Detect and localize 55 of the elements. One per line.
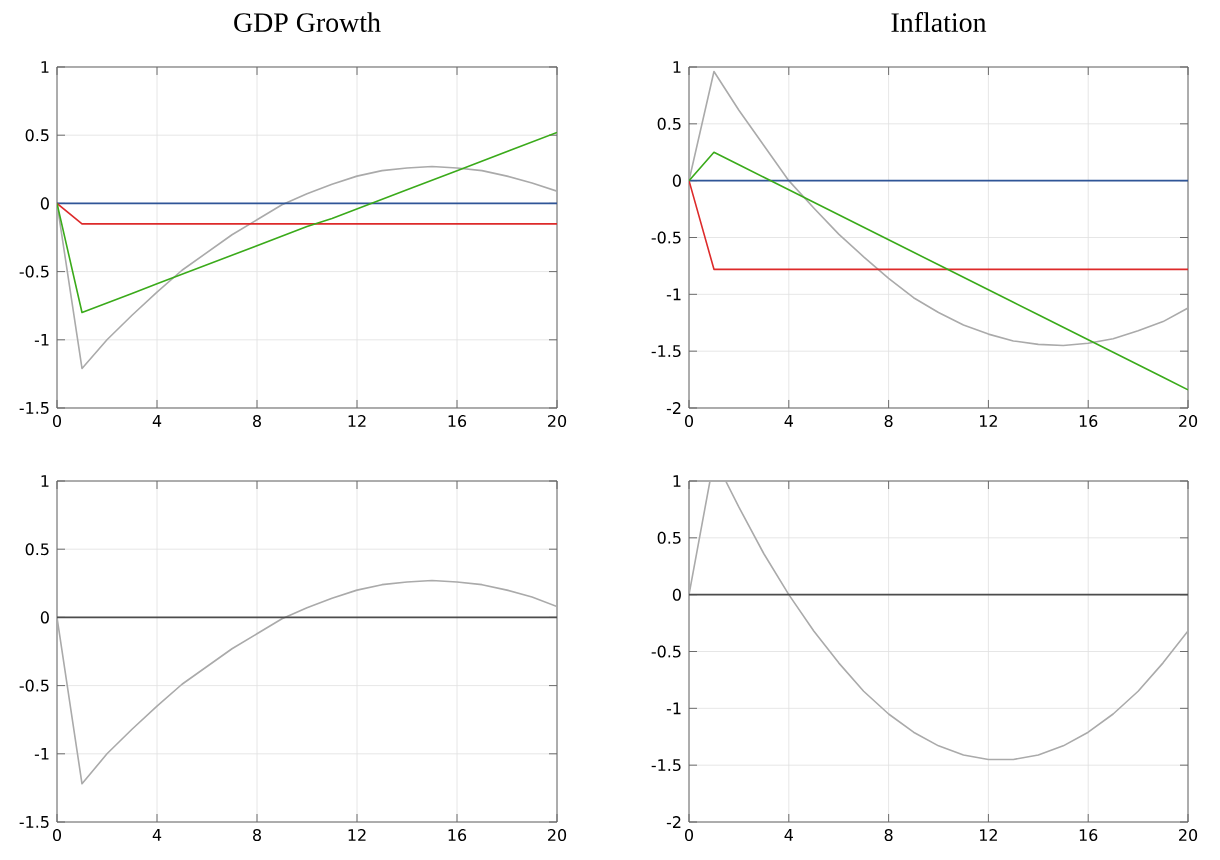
y-tick-label: 1 [673,61,681,73]
x-tick-label: 0 [52,829,62,842]
x-tick-label: 0 [52,415,62,428]
x-tick-label: 8 [253,415,261,428]
x-tick-label: 12 [980,415,997,427]
y-tick-label: -1 [34,333,49,346]
x-tick-label: 8 [884,829,893,842]
y-tick-label: 0.5 [657,531,681,544]
x-tick-label: 4 [784,415,793,427]
chart-title: GDP Growth [234,12,381,33]
y-tick-label: 1 [673,475,681,487]
y-tick-label: 0 [672,588,681,601]
y-tick-label: -0.5 [19,265,49,278]
x-tick-label: 12 [348,829,366,841]
y-tick-label: 1 [41,61,49,73]
y-tick-label: 0.5 [657,117,681,130]
x-tick-label: 8 [253,829,261,842]
line-series [57,579,558,785]
y-tick-label: -2 [666,402,681,414]
x-tick-label: 4 [152,829,162,841]
x-tick-label: 20 [548,829,567,842]
x-tick-label: 16 [448,829,467,842]
y-tick-label: -2 [666,816,681,828]
line-series [689,70,1189,347]
y-tick-label: 0.5 [25,129,49,142]
y-tick-label: 0.5 [25,543,49,556]
y-tick-label: -1.5 [19,402,49,414]
x-tick-label: 0 [685,829,694,842]
y-tick-label: -1 [666,288,681,301]
y-tick-label: -1.5 [651,345,681,358]
y-tick-label: 1 [41,475,49,487]
x-tick-label: 20 [1179,829,1198,842]
y-tick-label: -1.5 [651,759,681,772]
x-tick-label: 16 [448,415,467,428]
x-tick-label: 16 [1079,829,1098,842]
x-tick-label: 20 [548,415,567,428]
x-tick-label: 12 [980,829,997,841]
x-tick-label: 4 [152,415,162,427]
y-tick-label: -0.5 [19,679,49,692]
x-tick-label: 20 [1179,415,1198,428]
x-tick-label: 12 [348,415,366,427]
y-tick-label: 0 [40,197,49,210]
x-tick-label: 0 [685,415,694,428]
y-tick-label: -1 [666,702,681,715]
x-tick-label: 8 [884,415,893,428]
y-tick-label: 0 [672,174,681,187]
y-tick-label: -1 [34,747,49,760]
chart-title: Inflation [891,12,987,33]
y-tick-label: 0 [40,611,49,624]
line-series [689,151,1189,391]
x-tick-label: 4 [784,829,793,841]
y-tick-label: -0.5 [651,231,681,244]
y-tick-label: -0.5 [651,645,681,658]
x-tick-label: 16 [1079,415,1098,428]
y-tick-label: -1.5 [19,816,49,828]
